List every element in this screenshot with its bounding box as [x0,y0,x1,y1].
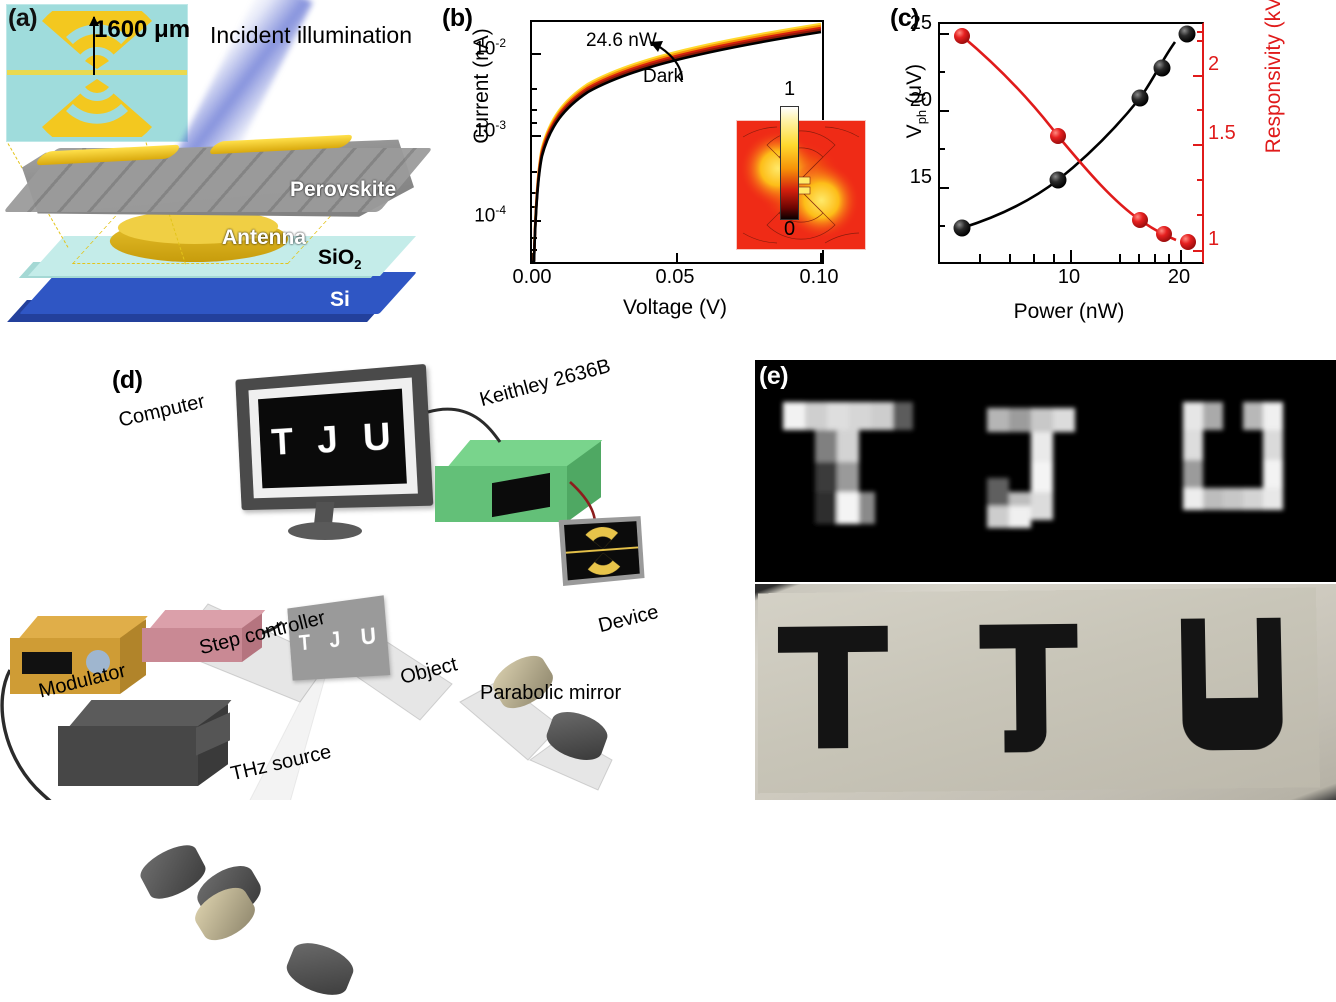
object-letter-u: U [359,622,378,650]
b-ytick-1e-4: 10-4 [474,203,506,227]
sio2-label: SiO2 [318,246,362,273]
parabolic-mirror-b [281,935,359,1002]
b-plot-area [530,20,866,264]
c-ytick-15: 15 [909,166,932,188]
b-ytick-1e-2: 10-2 [474,36,506,60]
b-xtick-005: 0.05 [655,266,695,288]
dimension-annotation: 1600 μm [94,16,191,43]
parabolic-mirror-label: Parabolic mirror [480,682,622,704]
modulator-display [22,652,72,674]
annotation-power: 24.6 nW [586,30,657,51]
object-mask: T J U [287,595,391,681]
monitor-stand-base [288,522,362,540]
c-ytick-20: 20 [909,89,932,111]
c-ytick2-2: 2 [1208,53,1220,75]
panel-e-thz-imaging: (e) [755,360,1336,800]
b-curves-svg [532,22,822,262]
panel-d-label: (d) [112,366,143,394]
c-ytick2-1: 1 [1208,228,1220,250]
antenna-top-arm [36,5,158,69]
thz-source-front [58,726,198,786]
panel-a-label: (a) [8,4,38,32]
si-label: Si [330,288,350,311]
colorbar [780,106,799,220]
panel-d-setup-schematic: (d) T J U [0,0,760,1002]
b-xtick-0: 0.00 [512,266,552,288]
metal-plate-photograph [755,584,1336,800]
field-distribution-inset [736,120,866,250]
object-letter-j: J [328,626,342,653]
antenna-bottom-arm [36,77,158,141]
perovskite-label: Perovskite [290,178,397,201]
c-plot-area [938,22,1204,264]
c-ytick-25: 25 [909,12,932,34]
antenna-feedline [7,70,187,75]
c-x-axis-label: Power (nW) [1013,300,1125,323]
b-x-axis-label: Voltage (V) [623,296,727,319]
plate-letters-svg [777,617,1284,753]
incident-illumination-label: Incident illumination [210,22,413,48]
metal-plate [757,587,1321,794]
c-xtick-20: 20 [1167,266,1191,288]
b-ytick-1e-3: 10-3 [474,118,506,142]
thz-letters-svg [755,360,1336,582]
panel-c-label: (c) [890,4,920,32]
panel-e-label: (e) [759,362,789,390]
c-ytick2-15: 1.5 [1208,122,1236,144]
panel-b-iv-curves: (b) 10-2 10-3 10-4 [440,0,890,350]
step-controller-front [142,628,242,662]
annotation-dark: Dark [643,66,684,87]
panel-c-responsivity: (c) 25 20 15 2 1.5 1 [890,0,1336,350]
panel-a-device-schematic: (a) 1600 μm Incident illumination Perovs… [0,0,440,350]
colorbar-max-label: 1 [784,78,796,100]
colorbar-min-label: 0 [784,218,796,240]
c-right-y-axis-label: Responsivity (kV W-1) [1262,0,1285,154]
thz-reconstructed-image [755,360,1336,582]
modulator-knob [86,650,110,674]
c-left-y-axis-label: Vph (μV) [902,63,930,139]
dimension-arrow-icon [89,16,99,75]
device-under-test [558,516,645,586]
device-chip-image [564,521,640,581]
antenna-label: Antenna [222,226,306,249]
panel-b-label: (b) [442,4,473,32]
c-xtick-10: 10 [1057,266,1081,288]
b-xtick-010: 0.10 [799,266,839,288]
c-curves-svg [940,25,1202,262]
antenna-inset-image [6,4,188,142]
